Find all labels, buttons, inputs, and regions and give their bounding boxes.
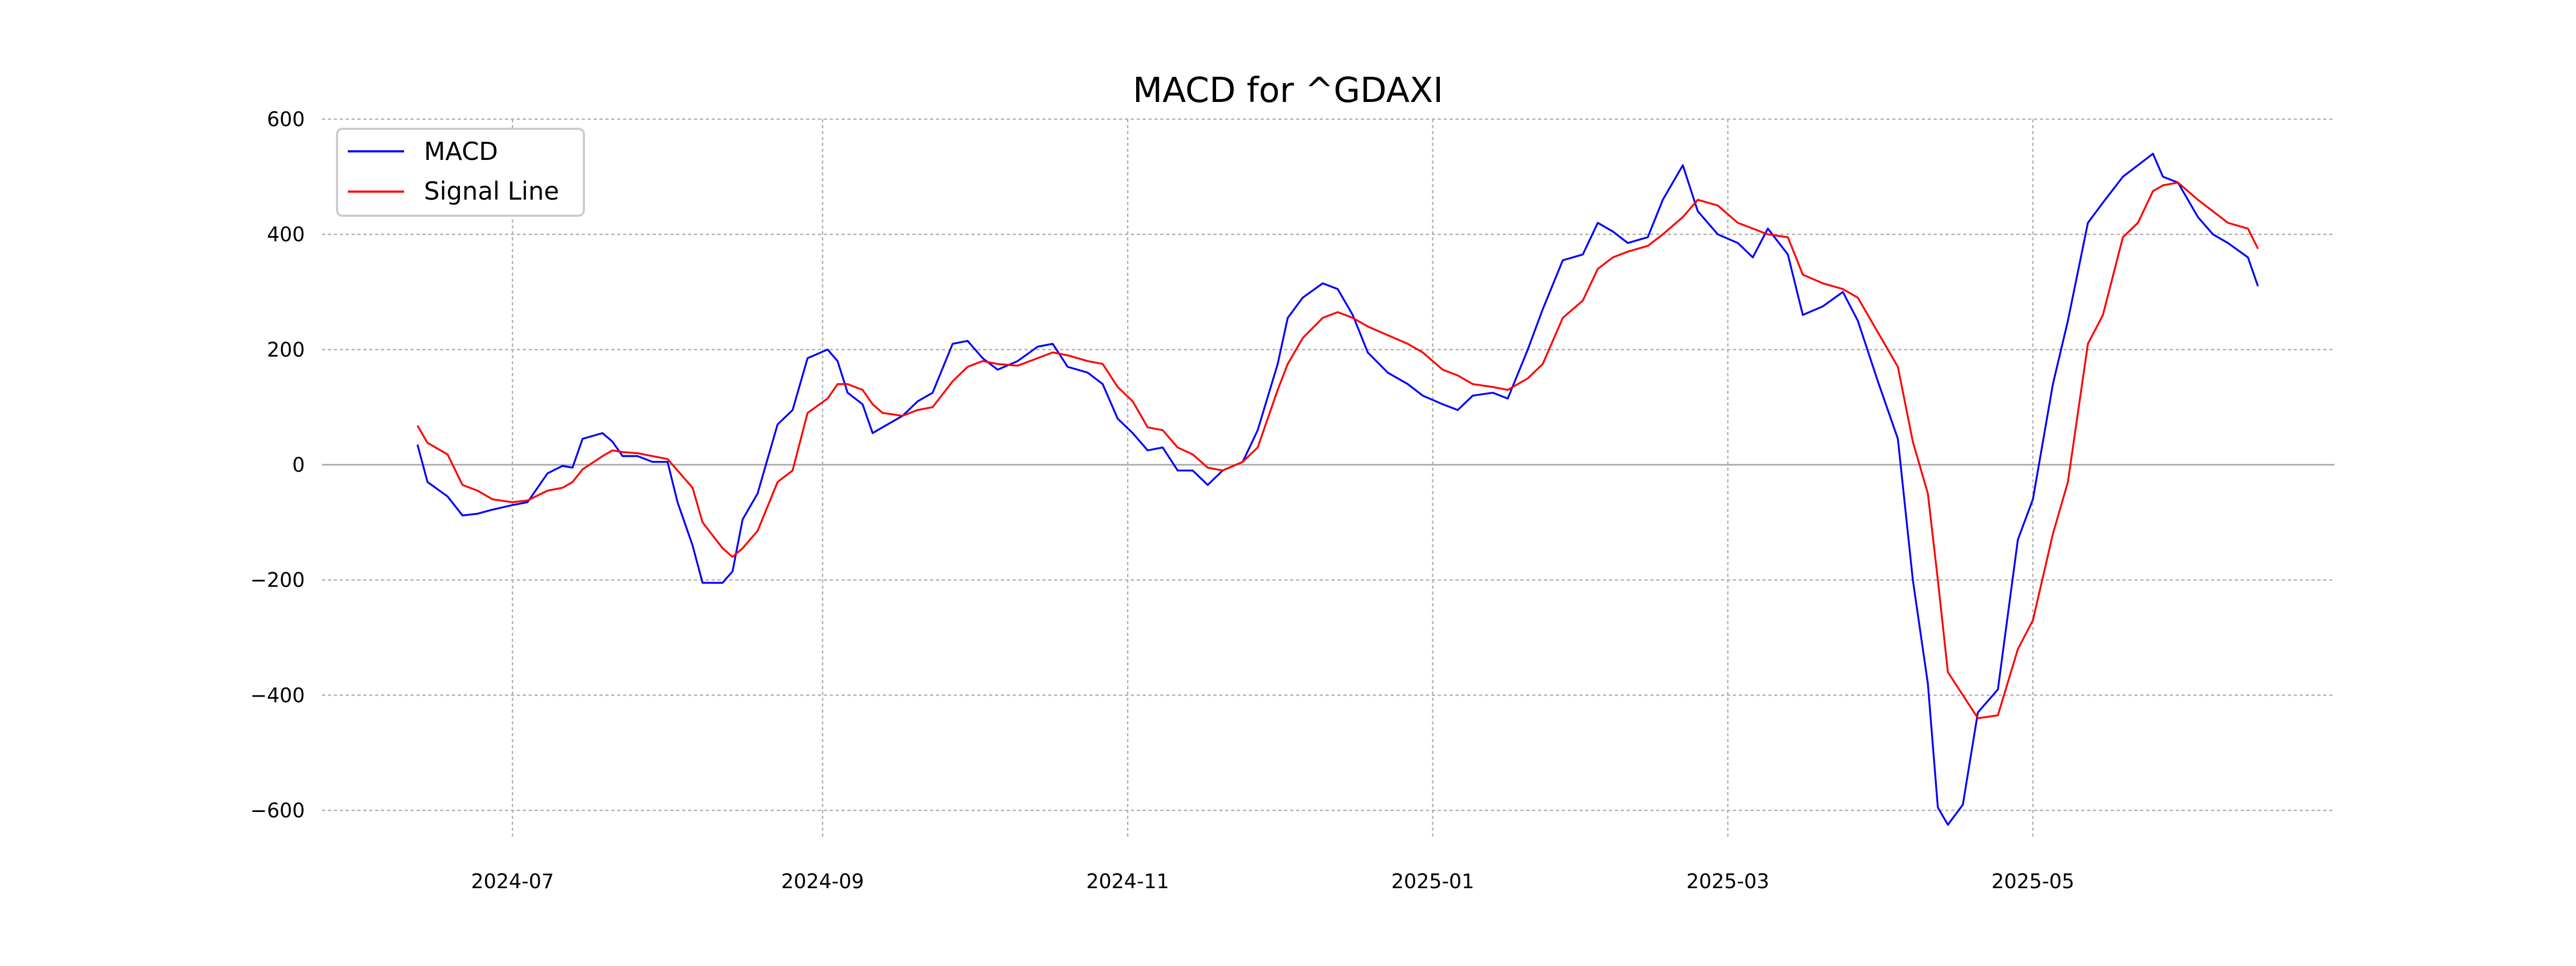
chart-title: MACD for ^GDAXI <box>1133 71 1443 111</box>
x-tick-label: 2024-09 <box>781 870 864 893</box>
legend-signal-label: Signal Line <box>424 177 559 206</box>
series-layer <box>416 152 2259 826</box>
y-tick-label: −200 <box>250 569 305 592</box>
y-axis-ticks: 600 400 200 0 −200 −400 −600 <box>250 108 305 822</box>
x-tick-label: 2024-11 <box>1086 870 1169 893</box>
legend: MACD Signal Line <box>336 128 585 217</box>
y-tick-label: −400 <box>250 684 305 707</box>
signal-line <box>416 181 2259 720</box>
x-tick-label: 2024-07 <box>471 870 554 893</box>
y-tick-label: 400 <box>267 223 305 246</box>
x-tick-label: 2025-01 <box>1391 870 1474 893</box>
x-tick-label: 2025-03 <box>1686 870 1769 893</box>
x-axis-ticks: 2024-07 2024-09 2024-11 2025-01 2025-03 2025-… <box>471 870 2075 893</box>
x-tick-label: 2025-05 <box>1992 870 2075 893</box>
y-tick-label: −600 <box>250 799 305 822</box>
y-tick-label: 600 <box>267 108 305 131</box>
y-tick-label: 0 <box>292 453 305 477</box>
y-tick-label: 200 <box>267 338 305 361</box>
legend-macd-label: MACD <box>424 137 498 166</box>
grid-layer <box>322 118 2334 837</box>
macd-line <box>416 152 2259 826</box>
